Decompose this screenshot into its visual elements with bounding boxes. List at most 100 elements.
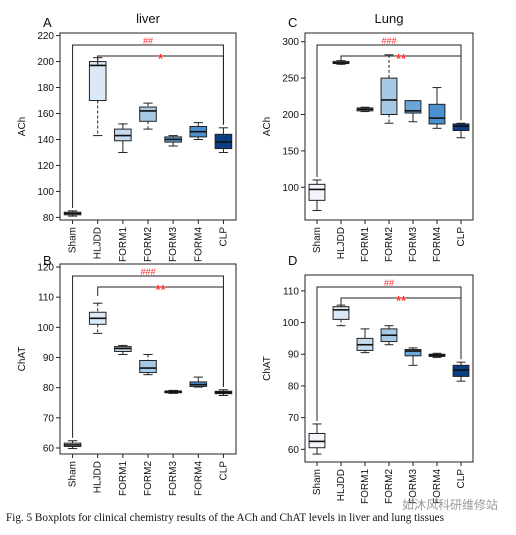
y-tick-label: 250 (282, 74, 299, 85)
x-tick-label: HLJDD (93, 461, 104, 493)
x-tick-label: FORM1 (360, 469, 371, 504)
box-form3 (404, 100, 422, 123)
y-tick-label: 60 (288, 445, 300, 456)
box-sham (308, 179, 326, 212)
x-tick-label: FORM3 (408, 227, 419, 262)
x-tick-label: FORM2 (143, 461, 154, 496)
x-tick-label: CLP (456, 227, 467, 247)
box-form1 (356, 328, 374, 354)
plot-frame (59, 263, 237, 455)
y-tick-label: 90 (43, 353, 55, 364)
box-clp (214, 127, 233, 153)
y-tick-label: 80 (288, 381, 300, 392)
significance-label: ** (396, 293, 407, 308)
box-form2 (380, 54, 398, 124)
box-body (404, 348, 422, 357)
x-tick-label: Sham (68, 461, 79, 487)
x-tick-label: Sham (312, 469, 323, 495)
y-tick-label: 110 (283, 286, 299, 297)
x-tick-label: FORM4 (432, 227, 443, 262)
box-form1 (356, 106, 374, 113)
figure-caption: Fig. 5 Boxplots for clinical chemistry r… (6, 512, 444, 524)
box-body (139, 106, 157, 122)
panel-title: Lung (375, 11, 404, 26)
significance-label: * (158, 51, 164, 66)
box-form4 (189, 122, 208, 140)
box-form1 (114, 344, 132, 355)
x-tick-label: FORM1 (118, 227, 129, 262)
box-body (428, 103, 446, 125)
box-form3 (404, 347, 422, 366)
significance-label: ### (140, 267, 155, 277)
y-tick-label: 110 (38, 293, 54, 304)
box-form2 (380, 325, 398, 346)
box-form3 (164, 389, 182, 394)
y-tick-label: 60 (43, 443, 55, 454)
panel-b: B ChAT 60 70 80 90 100 110 120 Sham HLJDD FORM1 FORM… (17, 253, 237, 496)
x-tick-label: FORM3 (168, 461, 179, 496)
y-tick-label: 100 (282, 318, 299, 329)
x-tick-label: HLJDD (93, 227, 104, 259)
panel-tag: C (288, 15, 297, 30)
box-clp (214, 389, 233, 396)
box-body (88, 61, 107, 102)
box-form4 (428, 352, 446, 358)
y-axis-label: ChAT (262, 356, 273, 381)
x-tick-label: FORM1 (118, 461, 129, 496)
y-tick-label: 200 (282, 110, 299, 121)
box-form2 (139, 353, 157, 376)
y-tick-label: 220 (37, 31, 54, 42)
plot-frame (304, 274, 474, 463)
y-tick-label: 100 (282, 183, 299, 194)
x-tick-label: FORM4 (193, 461, 204, 496)
y-tick-label: 150 (282, 146, 299, 157)
x-tick-label: FORM4 (432, 469, 443, 504)
y-tick-label: 300 (282, 37, 299, 48)
significance-label: ** (396, 51, 407, 66)
box-sham (63, 210, 82, 217)
box-body (139, 360, 157, 374)
box-clp (452, 122, 470, 139)
panel-tag: B (43, 253, 52, 268)
significance-label: ## (384, 278, 394, 288)
box-body (380, 77, 398, 115)
box-form2 (139, 102, 157, 130)
x-tick-label: FORM2 (384, 227, 395, 262)
box-form4 (428, 87, 446, 129)
y-axis-label: ChAT (17, 347, 28, 372)
y-tick-label: 80 (43, 383, 55, 394)
box-form1 (114, 123, 132, 153)
box-body (404, 100, 422, 114)
panel-tag: A (43, 15, 52, 30)
box-body (332, 306, 350, 320)
box-form4 (189, 376, 208, 388)
panel-d: D ChAT 60 70 80 90 100 110 Sham HLJDD FORM1 FORM2 FO… (262, 253, 474, 504)
y-tick-label: 120 (37, 161, 54, 172)
panel-title: liver (136, 11, 161, 26)
y-tick-label: 70 (43, 413, 55, 424)
y-tick-label: 120 (37, 263, 54, 274)
significance-label: ** (156, 282, 167, 297)
box-body (308, 183, 326, 201)
x-tick-label: FORM2 (384, 469, 395, 504)
box-clp (452, 361, 470, 382)
panel-tag: D (288, 253, 297, 268)
x-tick-label: CLP (218, 461, 229, 481)
box-sham (63, 440, 82, 450)
x-tick-label: HLJDD (336, 227, 347, 259)
significance-bracket (340, 297, 462, 360)
y-tick-label: 100 (37, 187, 54, 198)
x-tick-label: FORM2 (143, 227, 154, 262)
y-tick-label: 180 (37, 83, 54, 94)
y-tick-label: 70 (288, 413, 300, 424)
y-tick-label: 90 (288, 350, 300, 361)
y-tick-label: 140 (37, 135, 54, 146)
x-tick-label: FORM3 (168, 227, 179, 262)
y-tick-label: 100 (37, 323, 54, 334)
significance-bracket (97, 286, 224, 387)
y-tick-label: 80 (43, 213, 55, 224)
box-sham (308, 423, 326, 455)
significance-label: ### (381, 36, 396, 46)
